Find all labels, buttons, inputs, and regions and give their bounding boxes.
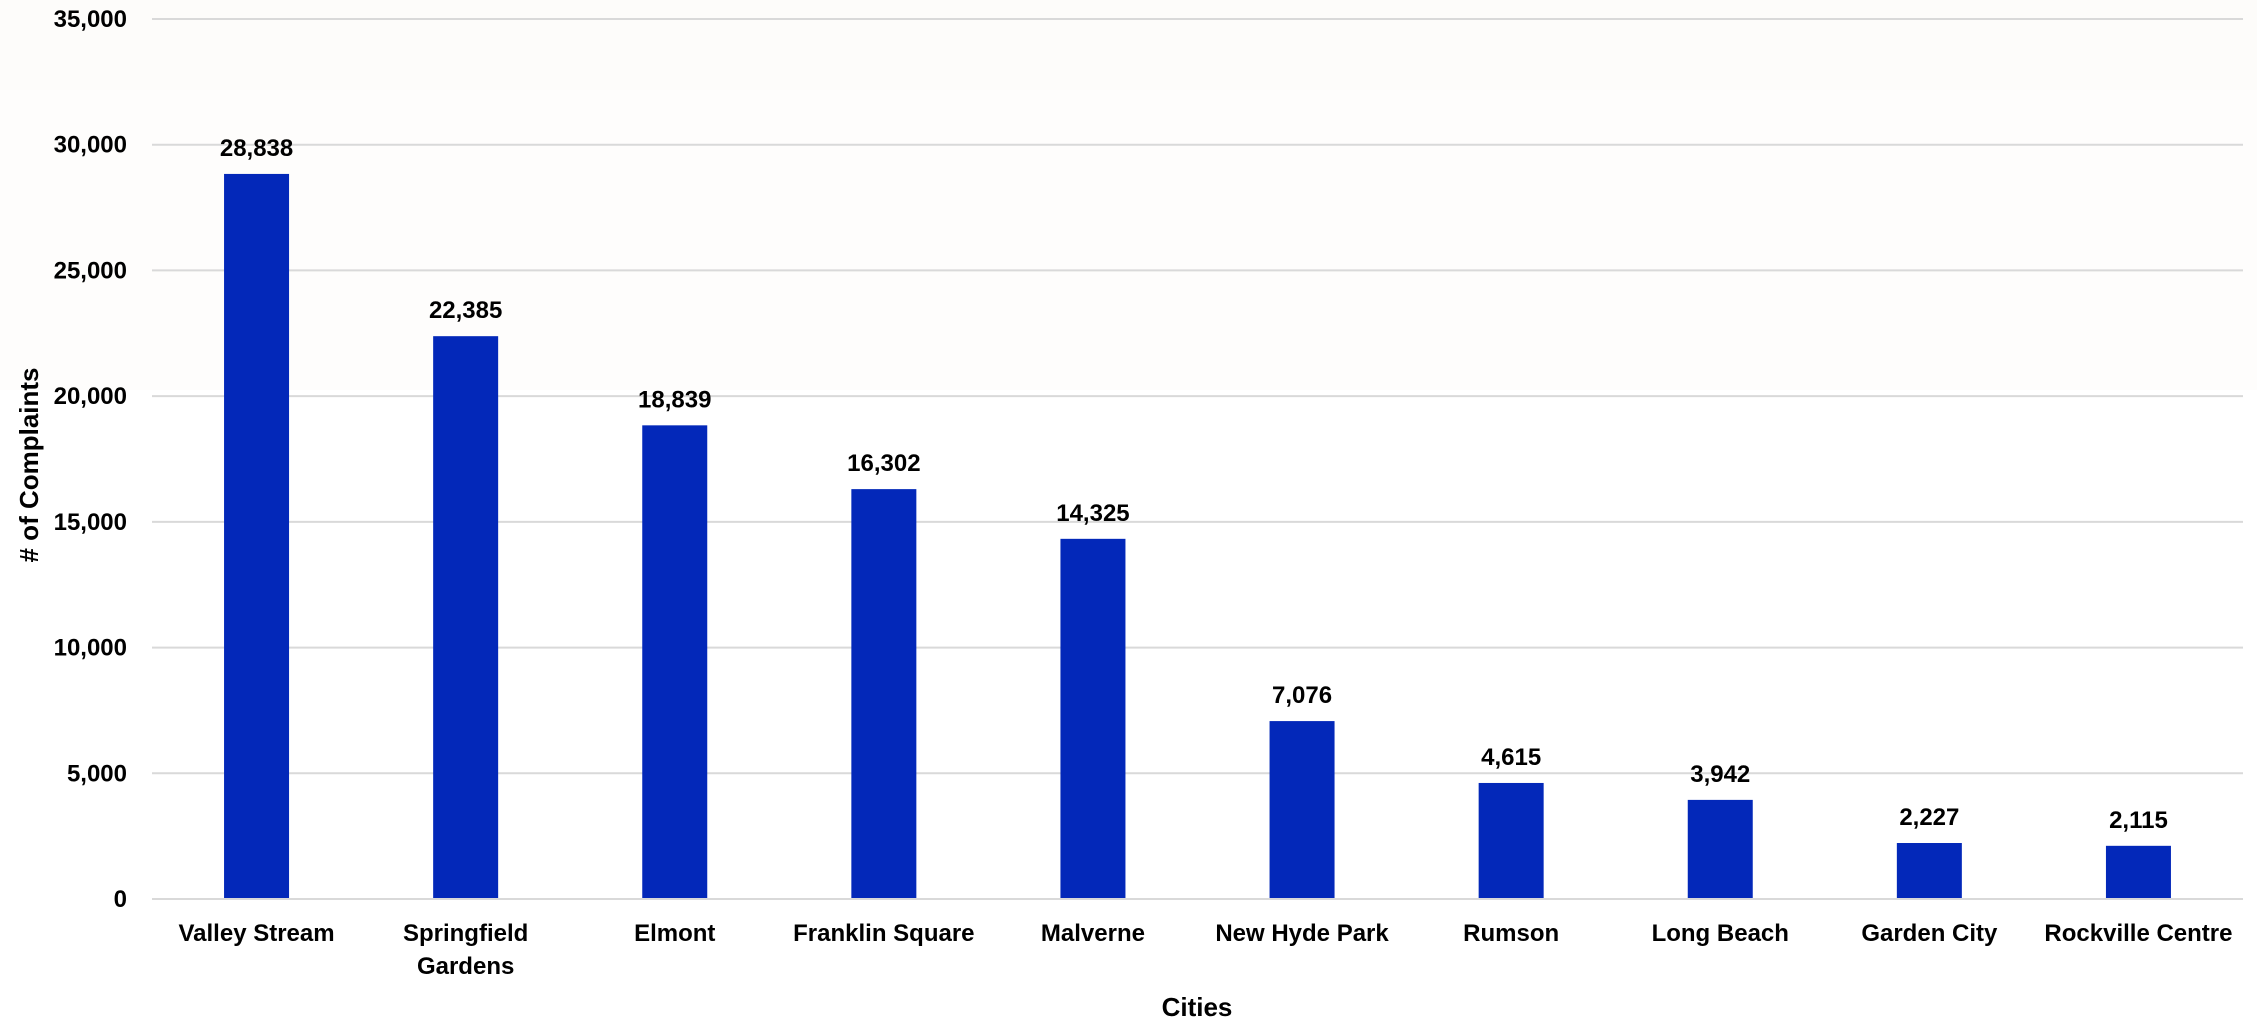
x-tick-label: Elmont bbox=[634, 920, 715, 947]
chart-top-band bbox=[0, 0, 2257, 90]
x-tick-label-line: Rumson bbox=[1463, 920, 1559, 947]
bar bbox=[1896, 843, 1962, 899]
x-tick-label-line: Gardens bbox=[417, 953, 514, 980]
y-tick-label: 5,000 bbox=[67, 760, 127, 787]
chart-upper-band bbox=[0, 90, 2257, 390]
x-tick-label: New Hyde Park bbox=[1215, 920, 1389, 947]
data-label: 18,839 bbox=[638, 386, 711, 413]
bar bbox=[1478, 782, 1544, 899]
data-label: 14,325 bbox=[1056, 500, 1129, 527]
y-tick-label: 15,000 bbox=[54, 509, 127, 536]
y-tick-label: 0 bbox=[114, 886, 127, 913]
y-axis-title: # of Complaints bbox=[14, 367, 44, 562]
data-label: 2,227 bbox=[1899, 804, 1959, 831]
x-tick-label: Long Beach bbox=[1652, 920, 1789, 947]
x-tick-label-line: Rockville Centre bbox=[2044, 920, 2232, 947]
data-label: 16,302 bbox=[847, 450, 920, 477]
bar bbox=[851, 489, 917, 899]
y-tick-label: 30,000 bbox=[54, 132, 127, 159]
data-label: 2,115 bbox=[2109, 807, 2168, 834]
bar bbox=[1269, 721, 1335, 899]
bar bbox=[2105, 845, 2171, 899]
x-tick-label-line: Long Beach bbox=[1652, 920, 1789, 947]
x-tick-label-line: Springfield bbox=[403, 920, 528, 947]
x-tick-label: Springfield Gardens bbox=[403, 920, 528, 980]
x-tick-label-line: Elmont bbox=[634, 920, 715, 947]
x-tick-label: Franklin Square bbox=[793, 920, 974, 947]
bar bbox=[1687, 799, 1753, 899]
x-tick-label-line: New Hyde Park bbox=[1215, 920, 1389, 947]
data-label: 3,942 bbox=[1690, 761, 1750, 788]
y-axis-ticks: 0 5,000 10,000 15,000 20,000 25,000 30,000 35,0… bbox=[54, 6, 127, 913]
data-label: 28,838 bbox=[220, 135, 293, 162]
data-label: 4,615 bbox=[1481, 744, 1541, 771]
x-tick-label-line: Valley Stream bbox=[178, 920, 334, 947]
bars bbox=[152, 173, 2243, 900]
x-tick-label: Valley Stream bbox=[178, 920, 334, 947]
x-tick-label: Garden City bbox=[1861, 920, 1998, 947]
bar bbox=[1060, 538, 1126, 899]
y-tick-label: 10,000 bbox=[54, 635, 127, 662]
x-tick-label-line: Garden City bbox=[1861, 920, 1998, 947]
data-label: 7,076 bbox=[1272, 682, 1332, 709]
y-tick-label: 35,000 bbox=[54, 6, 127, 33]
y-tick-label: 25,000 bbox=[54, 257, 127, 284]
x-tick-label-line: Malverne bbox=[1041, 920, 1145, 947]
x-tick-label: Rumson bbox=[1463, 920, 1559, 947]
x-tick-label-line: Franklin Square bbox=[793, 920, 974, 947]
data-labels: 28,838 22,385 18,839 16,302 14,325 7,076 4,615… bbox=[220, 135, 2168, 834]
x-axis-categories: Valley Stream Springfield Gardens Elmont Fra… bbox=[178, 920, 2232, 980]
y-tick-label: 20,000 bbox=[54, 383, 127, 410]
bar bbox=[642, 425, 708, 899]
x-tick-label: Rockville Centre bbox=[2044, 920, 2232, 947]
x-tick-label: Malverne bbox=[1041, 920, 1145, 947]
gridlines bbox=[152, 18, 2243, 900]
data-label: 22,385 bbox=[429, 297, 502, 324]
x-axis-title: Cities bbox=[1162, 992, 1233, 1019]
bar bbox=[224, 173, 290, 899]
bar bbox=[433, 336, 499, 900]
